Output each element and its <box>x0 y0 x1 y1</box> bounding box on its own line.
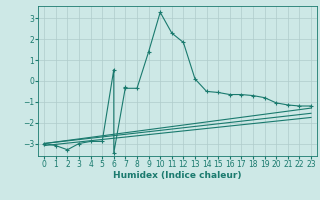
X-axis label: Humidex (Indice chaleur): Humidex (Indice chaleur) <box>113 171 242 180</box>
